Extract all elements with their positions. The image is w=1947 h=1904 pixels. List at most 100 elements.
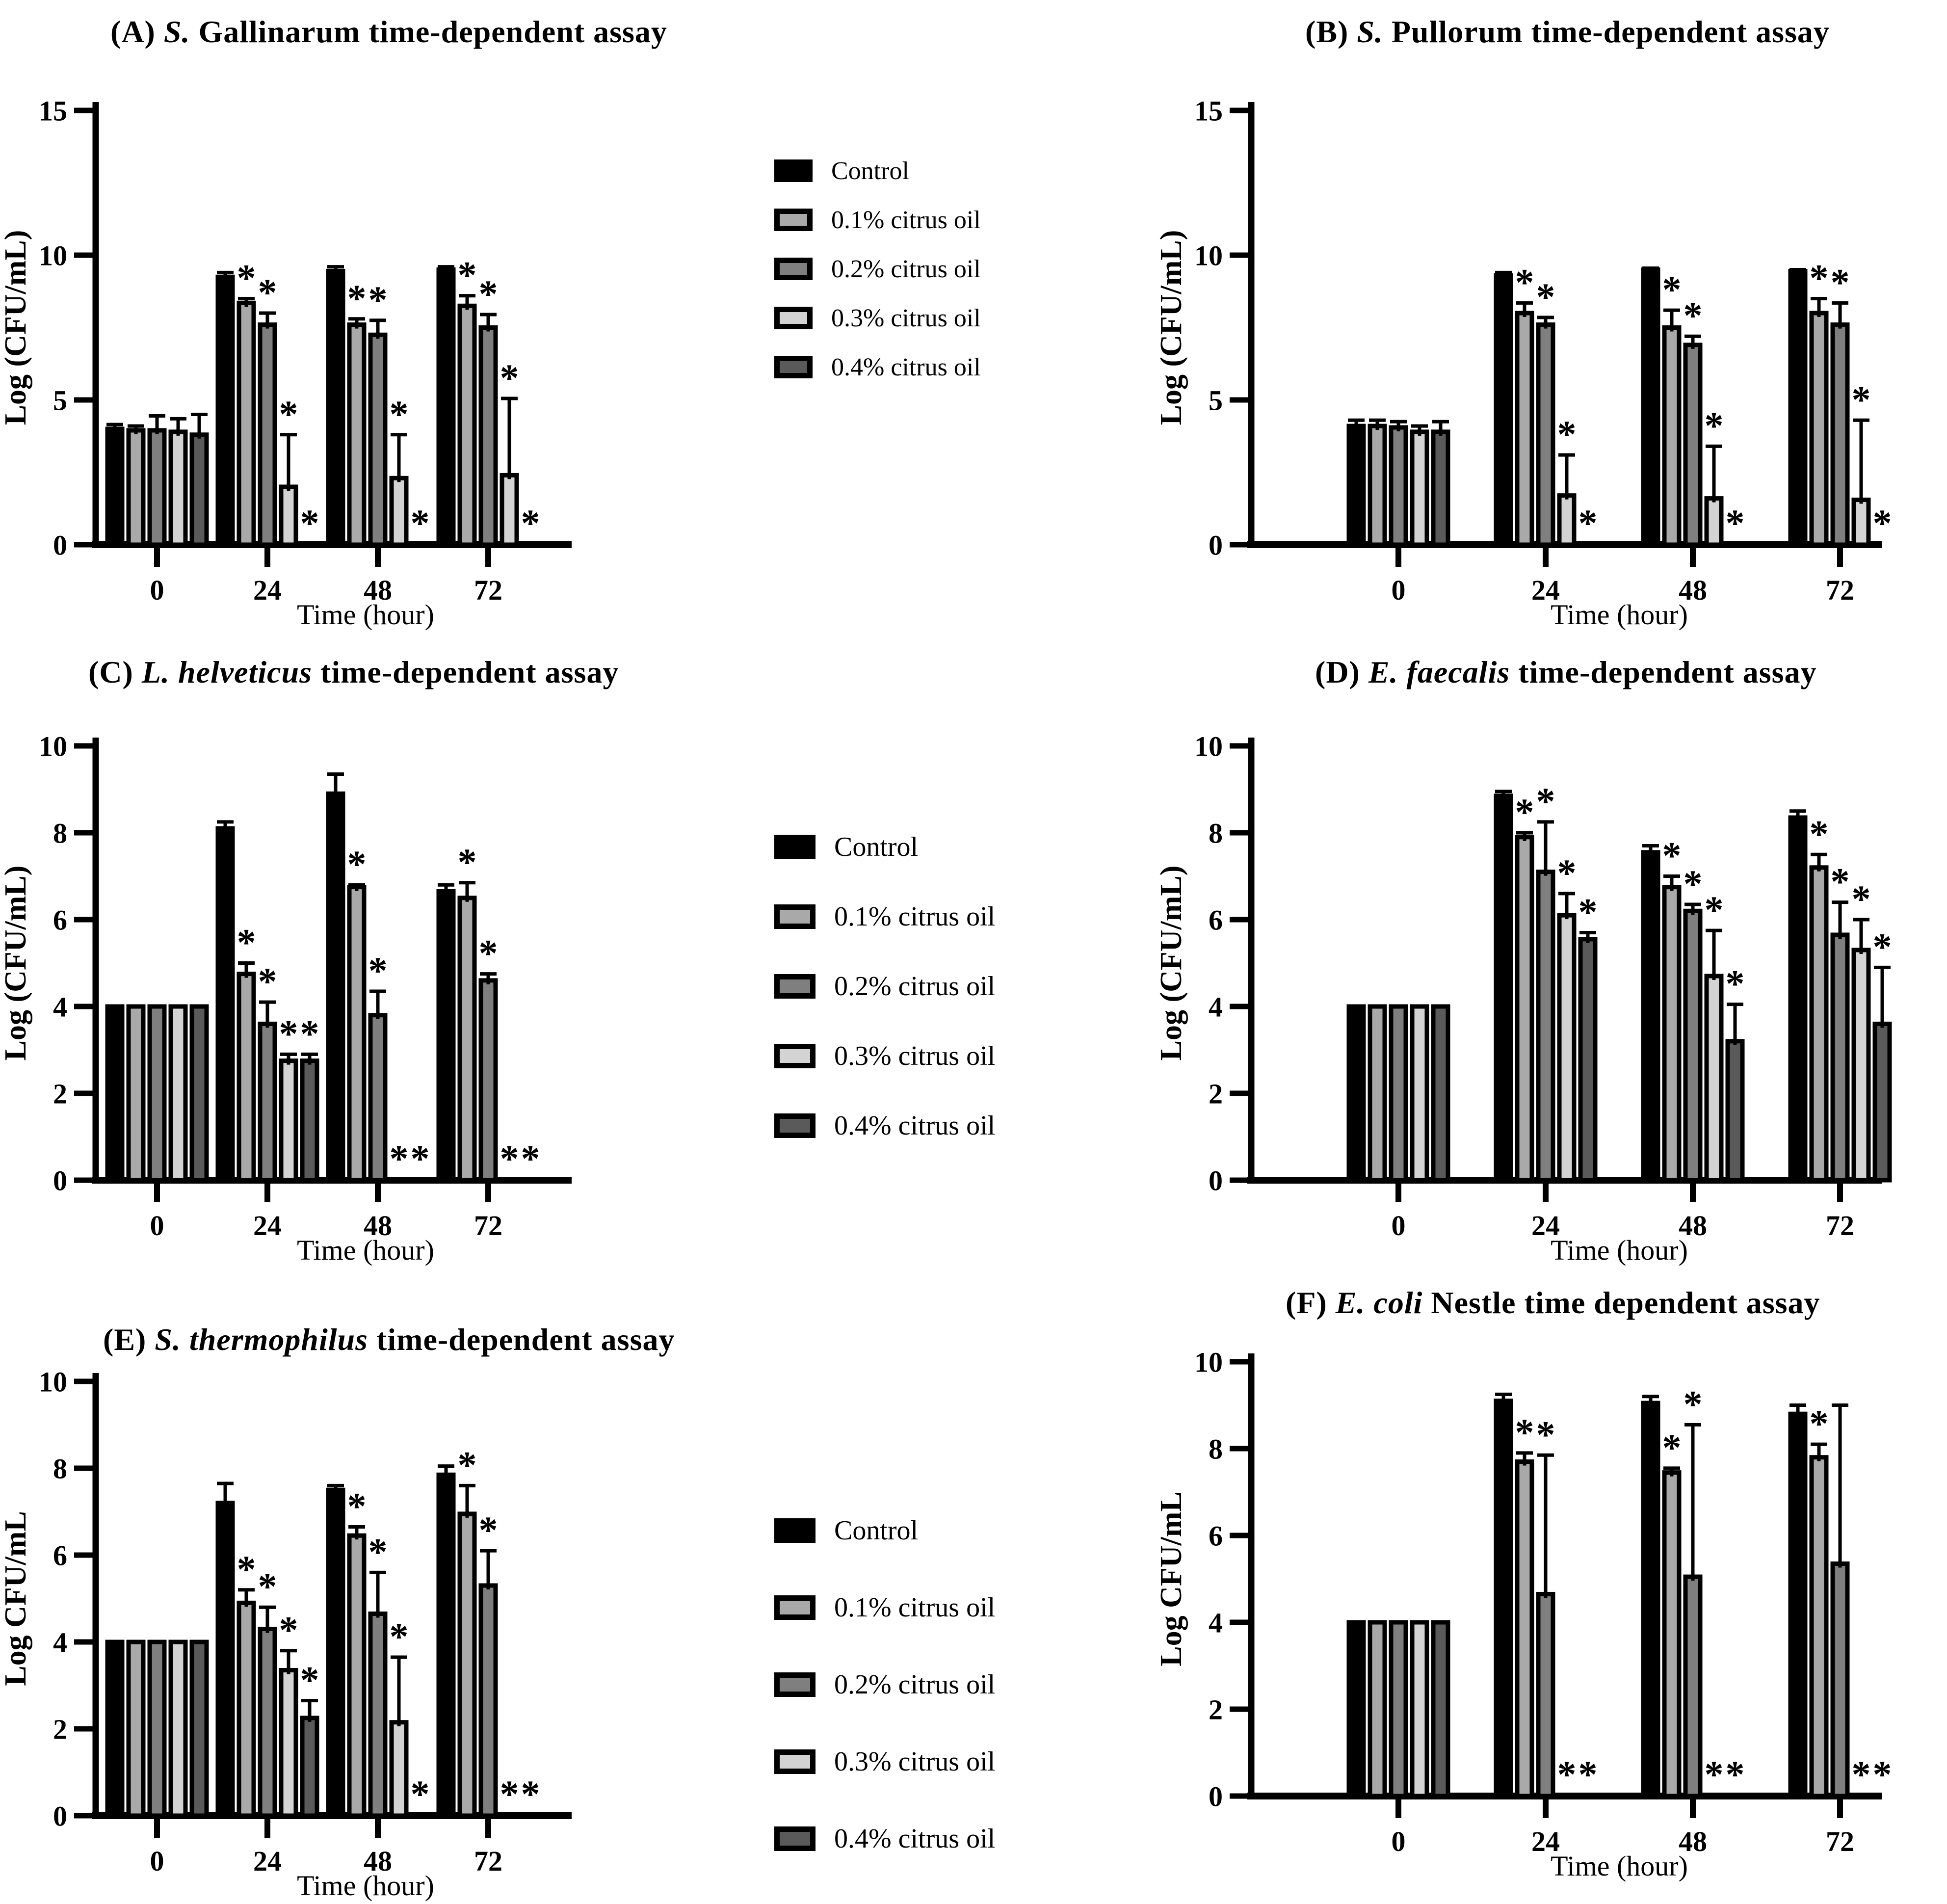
y-tick-label: 8 <box>53 817 67 849</box>
bar-0.2-citrus-oil <box>1683 343 1703 547</box>
significance-star: * <box>458 254 477 296</box>
bar-control <box>1641 850 1660 1183</box>
x-tick-label: 48 <box>364 574 392 606</box>
bar-control <box>215 826 235 1183</box>
bar-control <box>436 889 456 1183</box>
significance-star: * <box>479 1508 498 1551</box>
significance-star: * <box>500 1137 519 1180</box>
bar-0.3-citrus-oil <box>168 1004 188 1183</box>
significance-star: * <box>1515 1411 1534 1454</box>
significance-star: * <box>1810 1402 1829 1445</box>
bar-0.2-citrus-oil <box>1389 1004 1408 1183</box>
bar-0.2-citrus-oil <box>368 1611 388 1818</box>
legend-label: 0.2% citrus oil <box>831 255 981 283</box>
significance-star: * <box>1726 962 1745 1005</box>
significance-star: * <box>279 393 298 435</box>
significance-star: * <box>1662 268 1682 311</box>
bar-0.2-citrus-oil <box>147 1640 167 1818</box>
y-tick-label: 10 <box>39 239 67 271</box>
significance-star: * <box>458 841 477 883</box>
title-organism: S. thermophilus <box>155 1322 368 1357</box>
title-organism: E. faecalis <box>1368 655 1510 689</box>
x-axis-label: Time (hour) <box>1551 599 1688 631</box>
x-tick-label: 48 <box>364 1210 392 1242</box>
bar-0.4-citrus-oil <box>189 1004 209 1183</box>
bar-0.1-citrus-oil <box>1368 423 1387 547</box>
panel-title-E: (E) S. thermophilus time-dependent assay <box>103 1322 675 1358</box>
title-prefix: (D) <box>1315 655 1368 689</box>
legend-item: Control <box>774 1492 995 1569</box>
significance-star: * <box>1810 812 1829 855</box>
significance-star: * <box>368 949 388 992</box>
significance-star: * <box>1705 404 1724 447</box>
x-tick-label: 72 <box>1826 1210 1854 1242</box>
y-tick-label: 0 <box>1209 1780 1223 1812</box>
legend-label: 0.1% citrus oil <box>834 901 996 932</box>
legend-swatch-icon <box>774 1595 816 1620</box>
y-tick-label: 5 <box>1209 384 1223 416</box>
x-tick-label: 72 <box>1826 1825 1854 1857</box>
title-rest: time-dependent assay <box>368 1322 675 1357</box>
significance-star: * <box>347 843 367 885</box>
y-axis-label: Log CFU/mL <box>0 1511 32 1686</box>
bar-0.3-citrus-oil <box>1704 496 1724 547</box>
bar-0.2-citrus-oil <box>1389 425 1408 547</box>
bar-0.1-citrus-oil <box>347 1533 367 1818</box>
x-tick-label: 48 <box>1679 1210 1707 1242</box>
title-rest: time-dependent assay <box>312 655 619 689</box>
bar-0.1-citrus-oil <box>1809 1455 1829 1798</box>
x-tick-label: 48 <box>1679 574 1707 606</box>
x-tick-label: 72 <box>474 574 502 606</box>
bar-0.3-citrus-oil <box>1410 1620 1429 1798</box>
legend-item: Control <box>774 812 995 882</box>
y-tick-label: 4 <box>53 991 67 1023</box>
significance-star: * <box>1515 261 1534 303</box>
significance-star: * <box>347 1484 367 1527</box>
bar-0.3-citrus-oil <box>279 484 298 547</box>
legend-item: 0.3% citrus oil <box>774 1021 995 1091</box>
significance-star: * <box>237 257 256 299</box>
bar-0.4-citrus-oil <box>189 1640 209 1818</box>
significance-star: * <box>1705 888 1724 931</box>
significance-star: * <box>390 1615 409 1658</box>
significance-star: * <box>1536 275 1555 318</box>
legend-swatch-icon <box>774 835 816 859</box>
bar-0.1-citrus-oil <box>126 1004 146 1183</box>
legend-label: 0.3% citrus oil <box>834 1746 996 1777</box>
significance-star: * <box>1726 1753 1745 1796</box>
bar-0.3-citrus-oil <box>168 1640 188 1818</box>
significance-star: * <box>1852 1753 1871 1796</box>
bar-0.4-citrus-oil <box>1431 1004 1450 1183</box>
bar-control <box>1494 1399 1513 1798</box>
bar-control <box>105 426 125 547</box>
bar-control <box>1788 1411 1808 1798</box>
y-tick-label: 6 <box>1209 1520 1223 1552</box>
significance-star: * <box>1536 780 1555 822</box>
title-prefix: (A) <box>110 14 164 49</box>
legend-label: 0.4% citrus oil <box>834 1111 996 1141</box>
bar-0.1-citrus-oil <box>1662 325 1682 547</box>
panel-title-D: (D) E. faecalis time-dependent assay <box>1315 654 1817 690</box>
title-organism: S. <box>1357 14 1383 49</box>
bar-0.4-citrus-oil <box>189 432 209 547</box>
x-tick-label: 0 <box>150 1845 164 1877</box>
significance-star: * <box>347 277 367 319</box>
bar-0.1-citrus-oil <box>126 1640 146 1818</box>
y-tick-label: 0 <box>53 1164 67 1196</box>
bar-0.2-citrus-oil <box>147 428 167 547</box>
title-prefix: (C) <box>88 655 142 689</box>
x-axis-label: Time (hour) <box>297 599 434 631</box>
legend-label: 0.2% citrus oil <box>834 971 996 1002</box>
bar-0.1-citrus-oil <box>1515 1459 1534 1798</box>
legend-label: 0.4% citrus oil <box>834 1823 996 1854</box>
bar-0.2-citrus-oil <box>478 1583 498 1818</box>
x-tick-label: 48 <box>364 1845 392 1877</box>
bar-0.4-citrus-oil <box>1431 1620 1450 1798</box>
x-tick-label: 0 <box>1392 574 1406 606</box>
y-tick-label: 0 <box>1209 529 1223 561</box>
legend-label: 0.3% citrus oil <box>831 304 981 332</box>
significance-star: * <box>390 1137 409 1180</box>
